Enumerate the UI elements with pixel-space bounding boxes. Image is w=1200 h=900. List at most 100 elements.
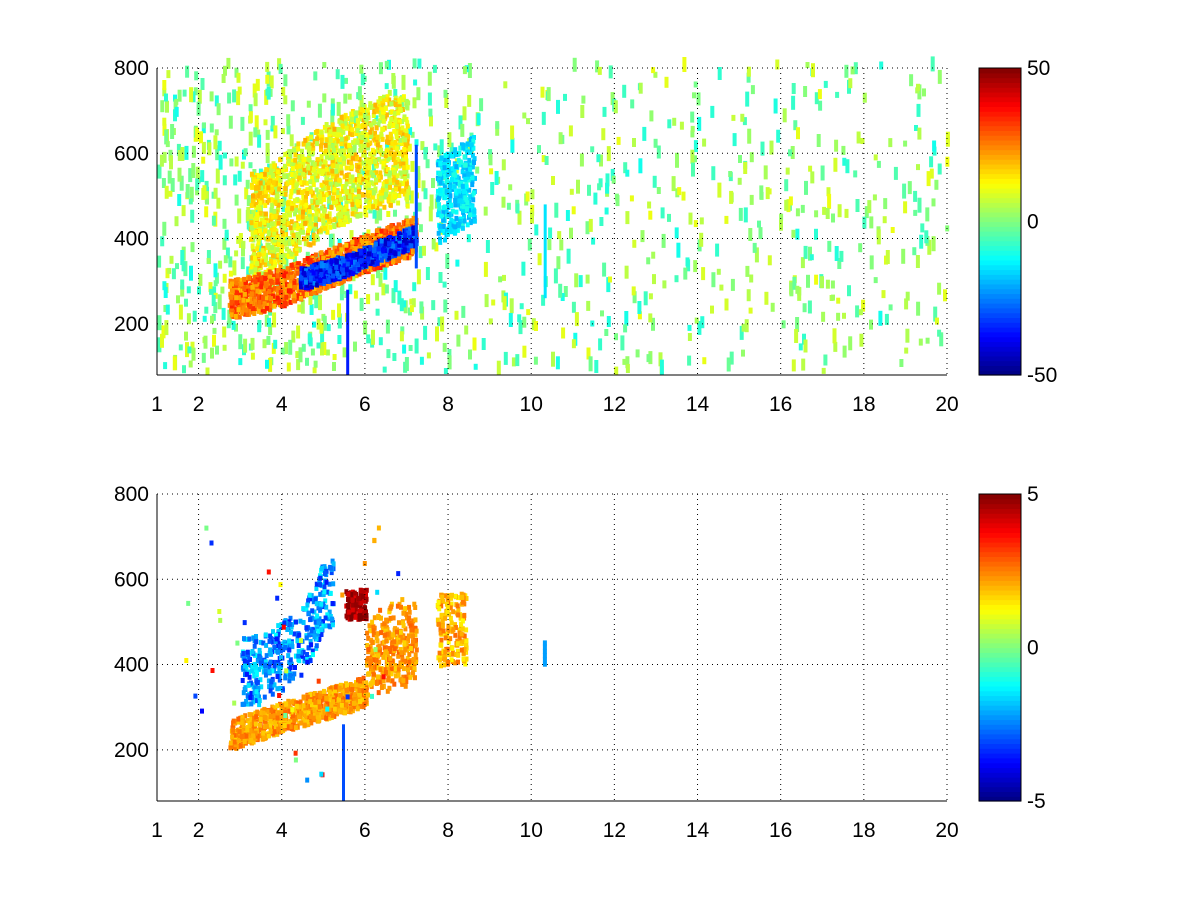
heatmap-cell (409, 232, 414, 237)
heatmap-cell (412, 97, 417, 109)
heatmap-cell (379, 238, 384, 244)
heatmap-cell (191, 347, 196, 361)
heatmap-cell (383, 253, 388, 259)
heatmap-cell (157, 315, 162, 331)
heatmap-cell (368, 255, 373, 261)
heatmap-cell (401, 132, 405, 138)
heatmap-cell (341, 129, 346, 135)
heatmap-cell (371, 181, 376, 187)
heatmap-cell (257, 258, 262, 264)
heatmap-cell (316, 288, 321, 294)
heatmap-cell (795, 317, 800, 332)
heatmap-cell (368, 151, 373, 157)
heatmap-cell (820, 165, 825, 181)
heatmap-cell (394, 134, 399, 140)
heatmap-cell (431, 300, 436, 311)
heatmap-cell (386, 156, 391, 162)
heatmap-cell (646, 354, 651, 363)
heatmap-cell (273, 273, 278, 279)
heatmap-cell (351, 183, 356, 189)
heatmap-cell (591, 237, 596, 245)
heatmap-cell (270, 203, 275, 208)
heatmap-cell (929, 156, 934, 168)
heatmap-cell (407, 254, 412, 260)
heatmap-cell (479, 98, 484, 112)
heatmap-cell (379, 131, 384, 137)
heatmap-cell (293, 211, 297, 217)
heatmap-cell (157, 255, 162, 268)
heatmap-cell (438, 236, 442, 242)
heatmap-cell (299, 275, 304, 281)
heatmap-cell (365, 139, 370, 145)
heatmap-cell (769, 140, 774, 155)
heatmap-cell (585, 274, 590, 284)
heatmap-cell (251, 306, 255, 312)
heatmap-cell (349, 185, 353, 198)
heatmap-cell (254, 306, 259, 312)
heatmap-cell (193, 87, 198, 96)
heatmap-cell (312, 367, 317, 374)
heatmap-cell (395, 156, 400, 162)
heatmap-cell (357, 266, 362, 272)
heatmap-cell (572, 57, 577, 72)
heatmap-cell (171, 268, 176, 280)
heatmap-cell (268, 323, 273, 335)
heatmap-cell (307, 145, 312, 151)
heatmap-cell (861, 299, 866, 312)
heatmap-cell (320, 191, 325, 197)
heatmap-cell (249, 220, 254, 226)
heatmap-cell (460, 123, 465, 137)
heatmap-cell (613, 100, 618, 114)
heatmap-cell (236, 295, 241, 301)
heatmap-cell (346, 159, 351, 165)
heatmap-cell (253, 279, 258, 285)
heatmap-cell (420, 141, 425, 151)
heatmap-cell (389, 101, 394, 107)
heatmap-cell (551, 176, 555, 185)
heatmap-cell (297, 240, 302, 246)
heatmap-cell (597, 66, 602, 75)
heatmap-cell (729, 190, 734, 204)
heatmap-cell (820, 276, 824, 289)
heatmap-cell (398, 170, 403, 176)
heatmap-cell (844, 64, 849, 78)
heatmap-cell (346, 153, 351, 159)
heatmap-cell (241, 297, 246, 303)
heatmap-cell (181, 261, 186, 272)
heatmap-cell (622, 84, 627, 98)
heatmap-cell (250, 184, 255, 190)
heatmap-cell (651, 67, 656, 74)
heatmap-cell (191, 145, 196, 158)
heatmap-cell (359, 95, 364, 110)
heatmap-cell (295, 351, 300, 359)
heatmap-cell (372, 119, 377, 124)
heatmap-cell (525, 191, 530, 202)
heatmap-cell (810, 171, 815, 184)
heatmap-cell (318, 169, 323, 175)
heatmap-cell (364, 179, 369, 185)
heatmap-cell (343, 117, 348, 123)
heatmap-cell (394, 186, 398, 192)
heatmap-cell (229, 312, 234, 318)
heatmap-cell (157, 337, 162, 353)
heatmap-cell (277, 299, 282, 305)
heatmap-cell (281, 87, 286, 96)
heatmap-cell (300, 214, 305, 220)
heatmap-cell (322, 93, 327, 103)
heatmap-cell (374, 115, 379, 122)
heatmap-cell (355, 139, 360, 145)
heatmap-cell (604, 207, 609, 215)
heatmap-cell (406, 185, 411, 191)
heatmap-cell (337, 335, 342, 344)
heatmap-cell (269, 227, 274, 233)
heatmap-cell (339, 196, 343, 202)
heatmap-cell (697, 320, 702, 335)
heatmap-cell (905, 328, 910, 343)
heatmap-cell (214, 95, 219, 107)
heatmap-cell (309, 291, 314, 296)
heatmap-cell (253, 127, 258, 138)
heatmap-cell (388, 235, 393, 240)
heatmap-cell (416, 269, 421, 285)
heatmap-cell (337, 281, 342, 286)
heatmap-cell (412, 230, 417, 236)
